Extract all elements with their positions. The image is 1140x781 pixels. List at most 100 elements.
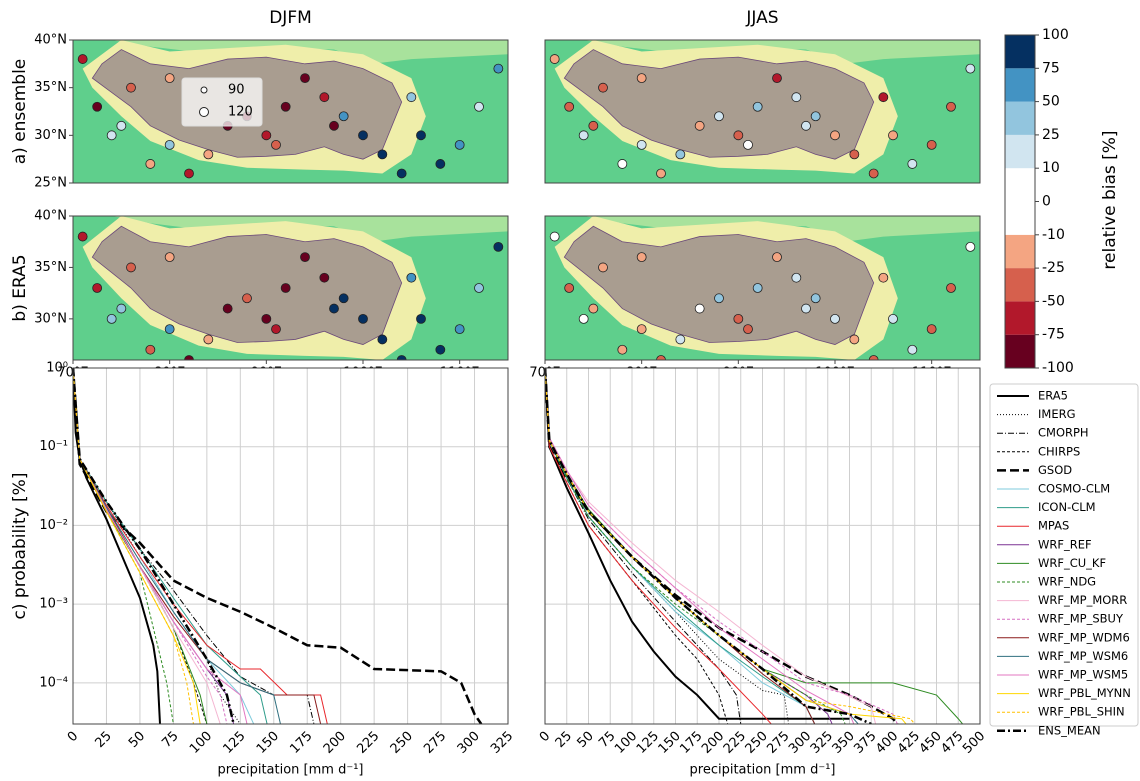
station: [165, 74, 174, 83]
station: [734, 314, 743, 323]
figure: DJFMa) ensemble25°N30°N35°N40°NJJASb) ER…: [0, 0, 1140, 781]
station: [436, 159, 445, 168]
colorbar-label: relative bias [%]: [1100, 130, 1120, 269]
legend-label: WRF_MP_SBUY: [1038, 612, 1124, 626]
station: [589, 121, 598, 130]
colorbar-tick-label: 75: [1042, 60, 1060, 76]
station: [850, 150, 859, 159]
colorbar-segment: [1005, 335, 1035, 368]
size-legend-label: 90: [228, 83, 245, 98]
legend-label: IMERG: [1038, 407, 1075, 421]
station: [436, 345, 445, 354]
y-tick-label: 30°N: [34, 311, 67, 326]
station: [753, 284, 762, 293]
map-area: [545, 40, 980, 183]
y-tick-label: 10⁻³: [39, 597, 68, 612]
colorbar-segment: [1005, 135, 1035, 168]
station: [78, 232, 87, 241]
station: [744, 325, 753, 334]
station: [407, 273, 416, 282]
station: [637, 253, 646, 262]
station: [93, 102, 102, 111]
station: [146, 345, 155, 354]
station: [301, 253, 310, 262]
legend-label: WRF_MP_MORR: [1038, 593, 1127, 607]
legend-label: WRF_CU_KF: [1038, 556, 1106, 570]
station: [272, 325, 281, 334]
station: [966, 64, 975, 73]
station: [127, 263, 136, 272]
station: [792, 93, 801, 102]
y-tick-label: 35°N: [34, 260, 67, 275]
size-legend-marker: [200, 108, 209, 117]
colorbar-segment: [1005, 235, 1035, 268]
station: [947, 284, 956, 293]
y-tick-label: 40°N: [34, 209, 67, 224]
station: [869, 169, 878, 178]
station: [850, 335, 859, 344]
station: [927, 140, 936, 149]
colorbar-segment: [1005, 168, 1035, 201]
station: [455, 325, 464, 334]
station: [117, 121, 126, 130]
y-tick-label: 40°N: [34, 33, 67, 48]
legend-label: WRF_MP_WSM6: [1038, 649, 1128, 663]
colorbar-segment: [1005, 35, 1035, 68]
colorbar-tick-label: -50: [1042, 293, 1065, 309]
colorbar-tick-label: 25: [1042, 127, 1060, 143]
station: [107, 131, 116, 140]
station: [417, 131, 426, 140]
station: [811, 294, 820, 303]
station: [494, 64, 503, 73]
station: [359, 131, 368, 140]
station: [301, 74, 310, 83]
station: [889, 314, 898, 323]
y-tick-label: 10⁻⁴: [39, 675, 68, 690]
colorbar-tick-label: 50: [1042, 94, 1060, 110]
station: [417, 314, 426, 323]
legend-label: ICON-CLM: [1038, 500, 1096, 514]
station: [117, 304, 126, 313]
station: [579, 314, 588, 323]
colorbar-tick-label: -100: [1042, 360, 1074, 376]
station: [165, 325, 174, 334]
legend-label: WRF_MP_WDM6: [1038, 630, 1130, 644]
x-axis-label: precipitation [mm d⁻¹]: [218, 763, 364, 778]
y-tick-label: 10⁻²: [39, 518, 68, 533]
station: [281, 102, 290, 111]
y-tick-label: 35°N: [34, 80, 67, 95]
station: [879, 93, 888, 102]
station: [908, 159, 917, 168]
station: [359, 314, 368, 323]
station: [715, 294, 724, 303]
map-area: [73, 40, 508, 183]
station: [243, 294, 252, 303]
station: [281, 284, 290, 293]
station: [744, 140, 753, 149]
station: [589, 304, 598, 313]
station: [618, 345, 627, 354]
colorbar-tick-label: 100: [1042, 27, 1069, 43]
station: [494, 242, 503, 251]
y-tick-label: 10⁻¹: [39, 439, 68, 454]
station: [320, 93, 329, 102]
station: [107, 314, 116, 323]
station: [272, 140, 281, 149]
station: [879, 273, 888, 282]
colorbar-tick-label: -75: [1042, 327, 1065, 343]
station: [146, 159, 155, 168]
station: [330, 121, 339, 130]
station: [831, 314, 840, 323]
station: [339, 294, 348, 303]
station: [565, 284, 574, 293]
map-area: [545, 216, 980, 365]
legend-label: CMORPH: [1038, 426, 1089, 440]
station: [397, 169, 406, 178]
row-label: c) probability [%]: [10, 473, 30, 620]
legend-label: COSMO-CLM: [1038, 482, 1110, 496]
station: [262, 131, 271, 140]
station: [455, 140, 464, 149]
station: [599, 263, 608, 272]
station: [734, 131, 743, 140]
station: [637, 140, 646, 149]
